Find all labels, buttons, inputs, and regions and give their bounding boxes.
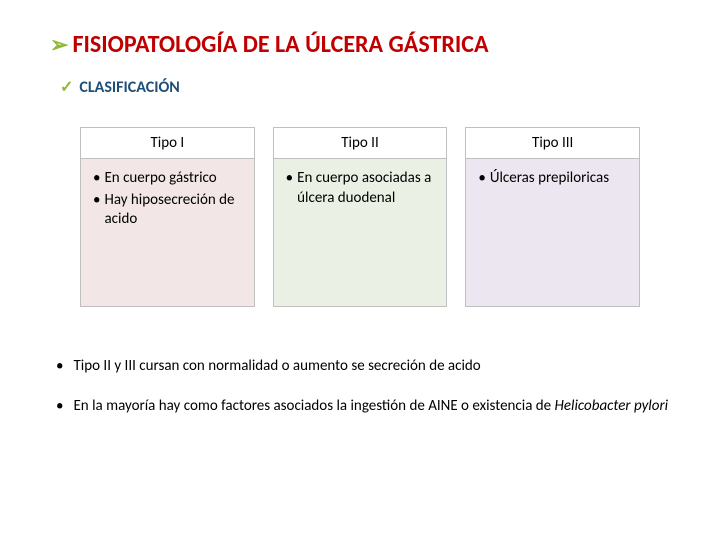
classification-cards: Tipo I • En cuerpo gástrico • Hay hipose… xyxy=(50,127,670,307)
check-icon: ✓ xyxy=(60,77,73,97)
card-tipo-2: Tipo II • En cuerpo asociadas a úlcera d… xyxy=(273,127,448,307)
card-tipo-1: Tipo I • En cuerpo gástrico • Hay hipose… xyxy=(80,127,255,307)
card-header: Tipo I xyxy=(81,128,254,159)
item-text: Úlceras prepiloricas xyxy=(490,169,609,189)
item-text: En cuerpo gástrico xyxy=(104,169,216,189)
note-item: • En la mayoría hay como factores asocia… xyxy=(50,397,670,417)
bullet-icon: • xyxy=(93,191,100,230)
bullet-icon: • xyxy=(93,169,100,189)
list-item: • Hay hiposecreción de acido xyxy=(93,191,242,230)
note-item: • Tipo II y III cursan con normalidad o … xyxy=(50,357,670,377)
bullet-icon: • xyxy=(50,357,63,377)
list-item: • En cuerpo gástrico xyxy=(93,169,242,189)
card-tipo-3: Tipo III • Úlceras prepiloricas xyxy=(465,127,640,307)
item-text: En cuerpo asociadas a úlcera duodenal xyxy=(297,169,434,208)
bullet-icon: • xyxy=(478,169,485,189)
bullet-icon: • xyxy=(286,169,293,208)
list-item: • Úlceras prepiloricas xyxy=(478,169,627,189)
card-header: Tipo III xyxy=(466,128,639,159)
note-text-prefix: En la mayoría hay como factores asociado… xyxy=(73,397,554,415)
note-text: Tipo II y III cursan con normalidad o au… xyxy=(73,357,480,377)
card-body: • En cuerpo asociadas a úlcera duodenal xyxy=(274,159,447,306)
item-text: Hay hiposecreción de acido xyxy=(104,191,241,230)
card-body: • Úlceras prepiloricas xyxy=(466,159,639,306)
subtitle-text: CLASIFICACIÓN xyxy=(79,78,179,97)
card-body: • En cuerpo gástrico • Hay hiposecreción… xyxy=(81,159,254,306)
page-title-row: ➢ FISIOPATOLOGÍA DE LA ÚLCERA GÁSTRICA xyxy=(50,30,670,59)
card-header: Tipo II xyxy=(274,128,447,159)
notes-section: • Tipo II y III cursan con normalidad o … xyxy=(50,357,670,416)
page-title: FISIOPATOLOGÍA DE LA ÚLCERA GÁSTRICA xyxy=(72,30,488,59)
subtitle-row: ✓ CLASIFICACIÓN xyxy=(50,77,670,97)
bullet-icon: • xyxy=(50,397,63,417)
note-text: En la mayoría hay como factores asociado… xyxy=(73,397,668,417)
title-arrow-icon: ➢ xyxy=(50,31,68,58)
note-text-italic: Helicobacter pylori xyxy=(555,397,669,415)
list-item: • En cuerpo asociadas a úlcera duodenal xyxy=(286,169,435,208)
